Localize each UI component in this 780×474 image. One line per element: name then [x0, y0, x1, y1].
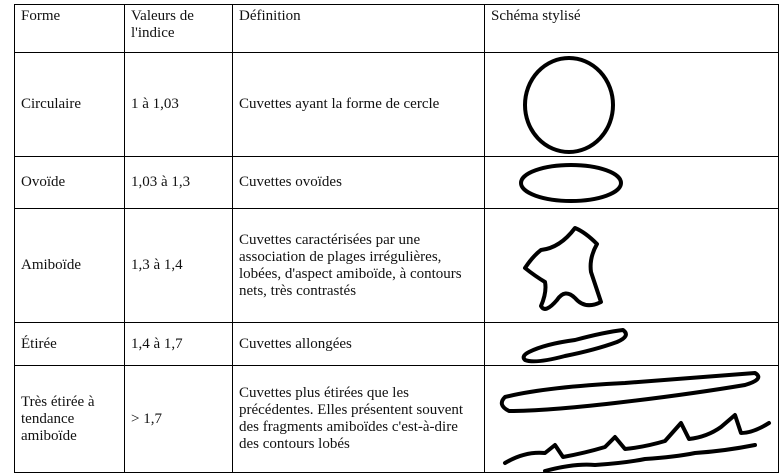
row: Étirée 1,4 à 1,7 Cuvettes allongées [14, 322, 779, 366]
shape-cell [484, 52, 779, 157]
header-cell: Forme [14, 4, 125, 53]
header-row: Forme Valeurs de l'indice Définition Sch… [14, 4, 779, 53]
row: Circulaire 1 à 1,03 Cuvettes ayant la fo… [14, 52, 779, 157]
cell: Cuvettes ayant la forme de cercle [232, 52, 485, 157]
cell: Circulaire [14, 52, 125, 157]
classification-table: Forme Valeurs de l'indice Définition Sch… [14, 4, 779, 473]
shape-cell [484, 156, 779, 209]
cell: Amiboïde [14, 208, 125, 323]
cell: Très étirée à tendance amiboïde [14, 365, 125, 473]
shape-cell [484, 322, 779, 366]
cell: Ovoïde [14, 156, 125, 209]
circle-shape [523, 55, 615, 154]
row: Très étirée à tendance amiboïde > 1,7 Cu… [14, 365, 779, 473]
cell: 1,4 à 1,7 [124, 322, 233, 366]
very-elongated-shape [499, 370, 771, 472]
header-cell: Schéma stylisé [484, 4, 779, 53]
cell: > 1,7 [124, 365, 233, 473]
row: Amiboïde 1,3 à 1,4 Cuvettes caractérisée… [14, 208, 779, 323]
shape-cell [484, 208, 779, 323]
amoeboid-shape [523, 225, 603, 311]
row: Ovoïde 1,03 à 1,3 Cuvettes ovoïdes [14, 156, 779, 209]
cell: 1 à 1,03 [124, 52, 233, 157]
cell: Cuvettes ovoïdes [232, 156, 485, 209]
header-cell: Définition [232, 4, 485, 53]
elongated-shape [521, 327, 628, 363]
oval-shape [519, 162, 623, 203]
cell: Cuvettes caractérisées par une associati… [232, 208, 485, 323]
cell: 1,3 à 1,4 [124, 208, 233, 323]
cell: Cuvettes plus étirées que les précédente… [232, 365, 485, 473]
cell: Cuvettes allongées [232, 322, 485, 366]
header-cell: Valeurs de l'indice [124, 4, 233, 53]
cell: Étirée [14, 322, 125, 366]
shape-cell [484, 365, 779, 473]
cell: 1,03 à 1,3 [124, 156, 233, 209]
